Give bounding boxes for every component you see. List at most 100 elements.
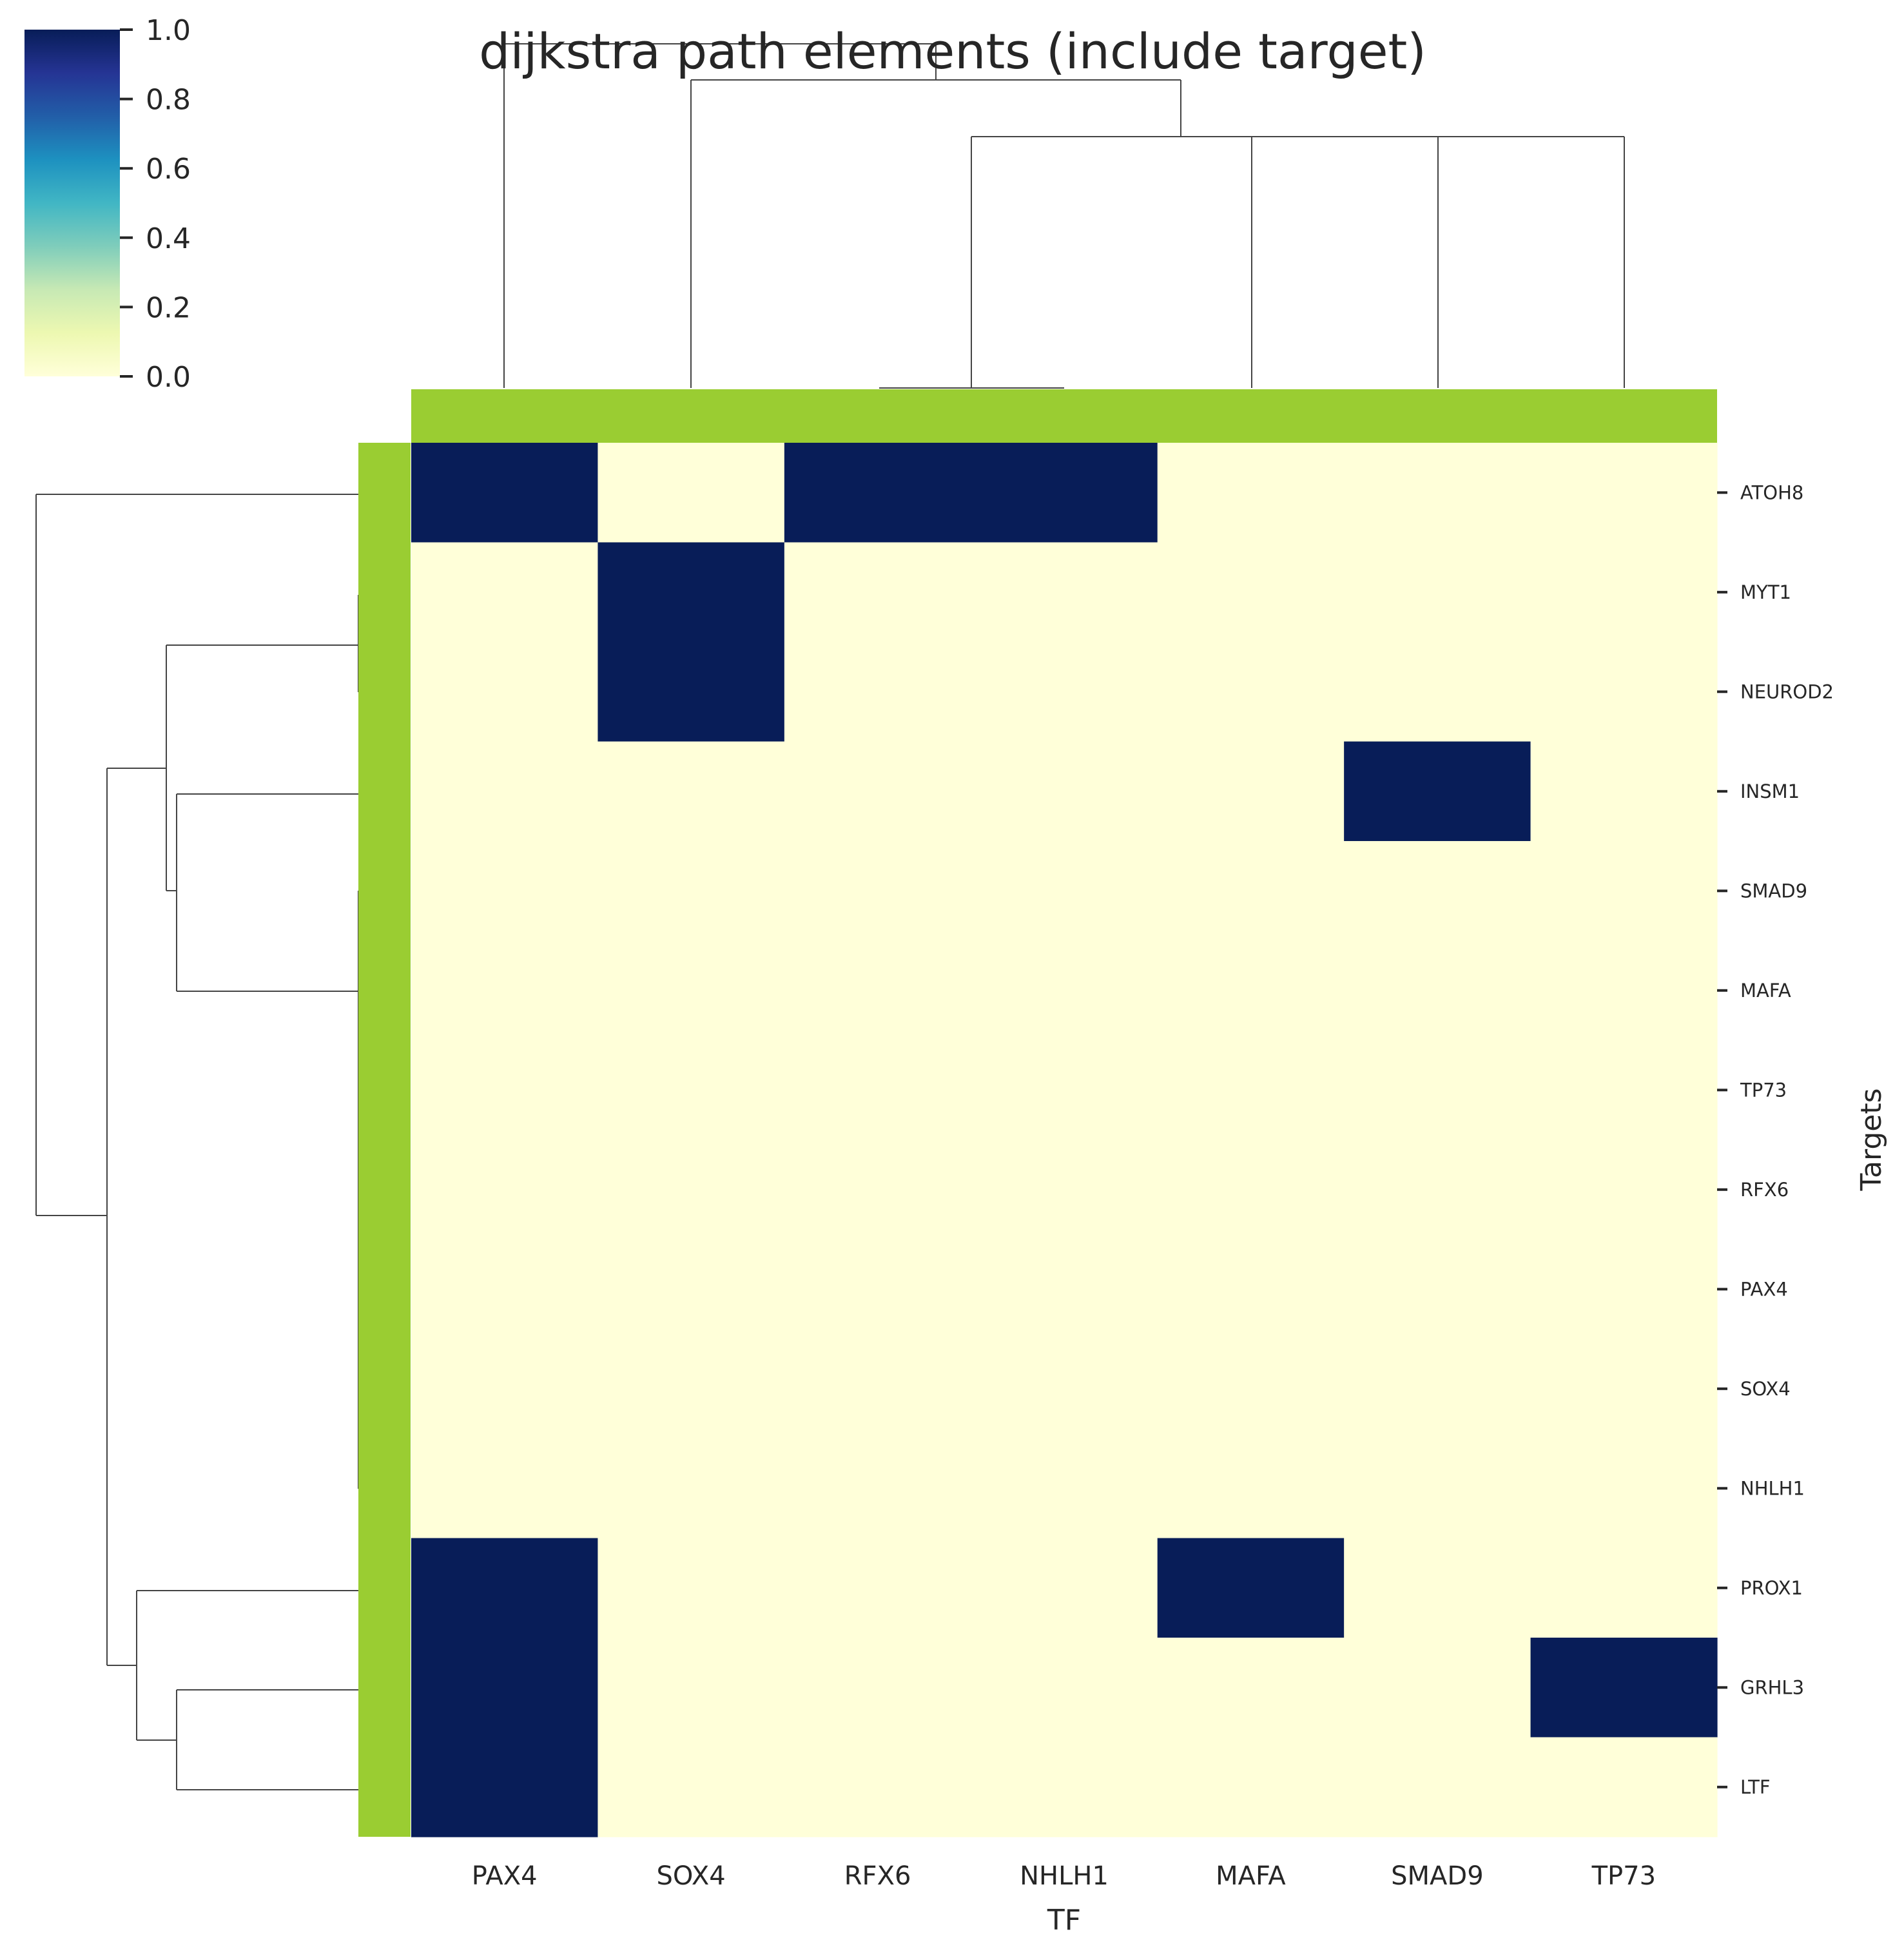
heatmap-cell <box>411 1139 599 1240</box>
heatmap-cell <box>1157 1040 1345 1141</box>
y-tick-label: INSM1 <box>1740 780 1800 802</box>
heatmap-cell <box>411 1737 599 1837</box>
heatmap-cell <box>784 1638 971 1738</box>
row-color-strip <box>358 443 411 1837</box>
heatmap-cell <box>971 1737 1158 1837</box>
colorbar-tick-label: 0.8 <box>146 84 191 117</box>
y-tick-label: ATOH8 <box>1740 481 1803 503</box>
heatmap-cell <box>784 642 971 742</box>
heatmap-cell <box>1344 1737 1531 1837</box>
colorbar-tick-label: 0.4 <box>146 222 191 255</box>
colorbar-tick-label: 0.6 <box>146 153 191 186</box>
heatmap-cell <box>971 542 1158 643</box>
heatmap-cell <box>597 1339 785 1439</box>
heatmap-cell <box>971 1239 1158 1340</box>
colorbar-tick-label: 0.0 <box>146 361 191 394</box>
heatmap-cell <box>597 1538 785 1638</box>
heatmap-cell <box>784 741 971 842</box>
heatmap-cell <box>1530 642 1718 742</box>
heatmap-cell <box>1530 1139 1718 1240</box>
x-tick-label: SOX4 <box>657 1861 726 1891</box>
chart-title: dijkstra path elements (include target) <box>479 23 1426 80</box>
heatmap-cell <box>1344 841 1531 942</box>
heatmap-cell <box>1157 1239 1345 1340</box>
heatmap-cell <box>597 1239 785 1340</box>
heatmap-cell <box>1344 443 1531 543</box>
heatmap-cell <box>784 443 971 543</box>
heatmap-cells <box>411 443 1718 1837</box>
y-tick-label: NHLH1 <box>1740 1477 1805 1499</box>
heatmap-cell <box>971 741 1158 842</box>
heatmap-cell <box>1530 940 1718 1041</box>
heatmap-cell <box>1344 1339 1531 1439</box>
heatmap-cell <box>784 1139 971 1240</box>
heatmap-cell <box>411 1538 599 1638</box>
heatmap-cell <box>784 1737 971 1837</box>
y-tick-label: PAX4 <box>1740 1278 1788 1300</box>
y-tick-label: LTF <box>1740 1776 1771 1798</box>
heatmap-cell <box>597 1438 785 1539</box>
heatmap-cell <box>597 1638 785 1738</box>
heatmap-cell <box>1530 1239 1718 1340</box>
heatmap-cell <box>1344 1638 1531 1738</box>
heatmap-cell <box>411 542 599 643</box>
heatmap-cell <box>1344 741 1531 842</box>
heatmap-cell <box>971 940 1158 1041</box>
heatmap-cell <box>597 542 785 643</box>
y-tick-label: PROX1 <box>1740 1577 1803 1599</box>
heatmap-cell <box>1344 642 1531 742</box>
colorbar: 0.0 0.2 0.4 0.6 0.8 1.0 <box>24 14 191 394</box>
heatmap-cell <box>784 1040 971 1141</box>
heatmap-cell <box>1344 940 1531 1041</box>
y-tick-label: SMAD9 <box>1740 880 1807 902</box>
heatmap-cell <box>411 1339 599 1439</box>
heatmap-cell <box>1344 1139 1531 1240</box>
row-dendrogram <box>35 494 359 1790</box>
heatmap-cell <box>1157 542 1345 643</box>
x-tick-label: MAFA <box>1216 1861 1286 1891</box>
heatmap-cell <box>1344 1040 1531 1141</box>
y-tick-label: RFX6 <box>1740 1179 1789 1201</box>
heatmap-cell <box>971 841 1158 942</box>
heatmap-cell <box>597 642 785 742</box>
heatmap-cell <box>1530 1339 1718 1439</box>
heatmap-cell <box>1157 1139 1345 1240</box>
y-tick-label: GRHL3 <box>1740 1676 1804 1698</box>
x-axis-ticks: PAX4 SOX4 RFX6 NHLH1 MAFA SMAD9 TP73 <box>472 1861 1656 1891</box>
y-axis-label: Targets <box>1855 1088 1888 1191</box>
heatmap-cell <box>784 1438 971 1539</box>
heatmap-cell <box>1530 1737 1718 1837</box>
heatmap-cell <box>411 1638 599 1738</box>
heatmap-cell <box>1344 1438 1531 1539</box>
heatmap-cell <box>971 1040 1158 1141</box>
colorbar-tick-label: 0.2 <box>146 291 191 324</box>
heatmap-cell <box>1530 1040 1718 1141</box>
heatmap-cell <box>597 940 785 1041</box>
heatmap-cell <box>597 1737 785 1837</box>
heatmap-cell <box>1530 1538 1718 1638</box>
heatmap-cell <box>411 642 599 742</box>
heatmap-cell <box>1530 1638 1718 1738</box>
heatmap-cell <box>597 1139 785 1240</box>
heatmap-cell <box>411 1438 599 1539</box>
heatmap-cell <box>971 443 1158 543</box>
heatmap-cell <box>1530 542 1718 643</box>
colorbar-gradient <box>24 30 120 376</box>
x-tick-label: RFX6 <box>844 1861 911 1891</box>
heatmap-cell <box>1157 741 1345 842</box>
heatmap-cell <box>1530 1438 1718 1539</box>
heatmap-cell <box>1157 1737 1345 1837</box>
heatmap-cell <box>1157 841 1345 942</box>
heatmap-cell <box>1530 741 1718 842</box>
heatmap-cell <box>784 1239 971 1340</box>
heatmap-cell <box>597 443 785 543</box>
heatmap-cell <box>597 841 785 942</box>
colorbar-ticks: 0.0 0.2 0.4 0.6 0.8 1.0 <box>120 14 191 394</box>
heatmap-cell <box>1157 1339 1345 1439</box>
x-tick-label: NHLH1 <box>1020 1861 1109 1891</box>
column-dendrogram <box>503 43 1625 389</box>
heatmap-cell <box>971 1438 1158 1539</box>
heatmap-cell <box>1530 443 1718 543</box>
heatmap-cell <box>411 841 599 942</box>
